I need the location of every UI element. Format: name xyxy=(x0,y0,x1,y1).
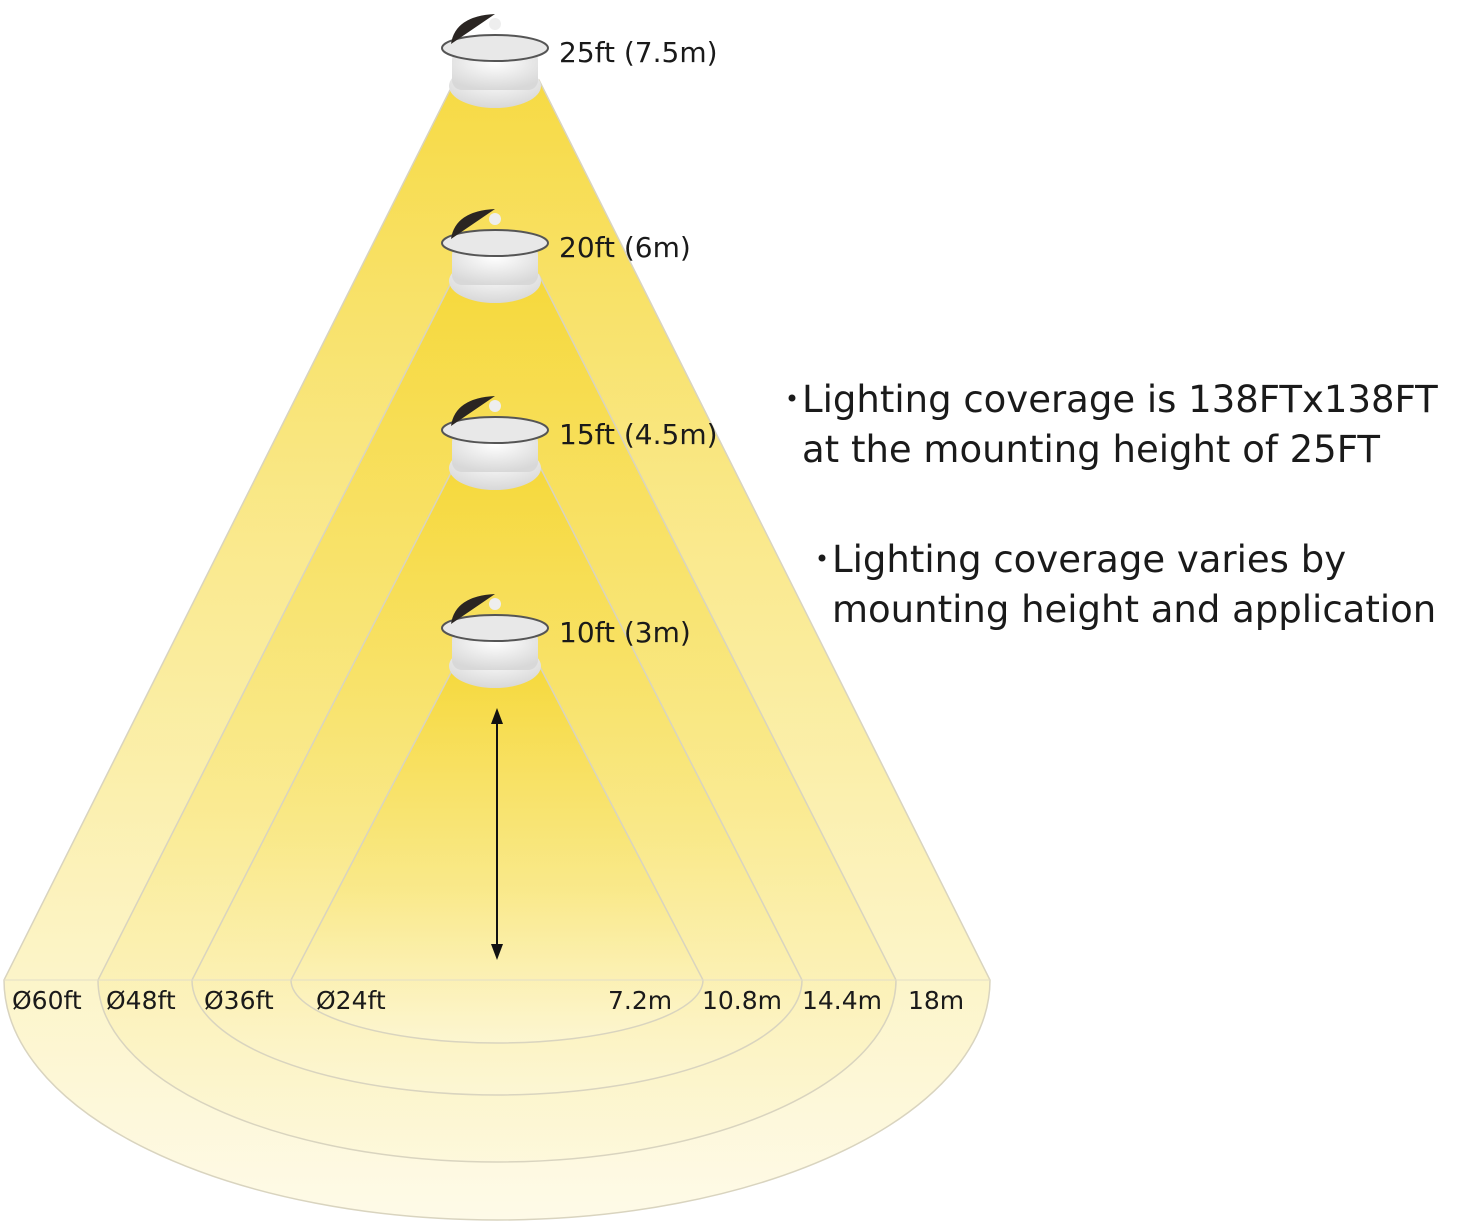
metric-label: 10.8m xyxy=(702,986,782,1015)
lamp-cap xyxy=(451,396,495,426)
lamp-cap xyxy=(451,14,495,44)
diameter-label: Ø24ft xyxy=(316,986,386,1015)
height-label: 10ft (3m) xyxy=(559,616,691,649)
lamp-ring xyxy=(441,34,549,62)
labels: 25ft (7.5m) 20ft (6m) 15ft (4.5m) 10ft (3m)… xyxy=(12,36,964,1015)
lamp-sensor xyxy=(489,213,501,225)
lamps xyxy=(441,14,549,688)
bullet xyxy=(818,554,826,562)
note-line: at the mounting height of 25FT xyxy=(802,428,1380,471)
diameter-label: Ø60ft xyxy=(12,986,82,1015)
lamp-ring xyxy=(441,416,549,444)
note-line: mounting height and application xyxy=(832,588,1436,631)
lamp-sensor xyxy=(489,18,501,30)
height-label: 20ft (6m) xyxy=(559,231,691,264)
lamp-sensor xyxy=(489,400,501,412)
metric-label: 14.4m xyxy=(802,986,882,1015)
notes: Lighting coverage is 138FTx138FT at the m… xyxy=(788,378,1438,631)
metric-label: 18m xyxy=(908,986,964,1015)
lamp-ring xyxy=(441,229,549,257)
height-arrow xyxy=(491,708,503,960)
lamp-cap xyxy=(451,594,495,624)
diameter-label: Ø36ft xyxy=(204,986,274,1015)
note-line: Lighting coverage varies by xyxy=(832,538,1346,581)
lamp-sensor xyxy=(489,598,501,610)
height-label: 25ft (7.5m) xyxy=(559,36,718,69)
height-label: 15ft (4.5m) xyxy=(559,418,718,451)
lamp-cap xyxy=(451,209,495,239)
bullet xyxy=(788,394,796,402)
metric-label: 7.2m xyxy=(608,986,672,1015)
lamp-ring xyxy=(441,614,549,642)
note-line: Lighting coverage is 138FTx138FT xyxy=(802,378,1438,421)
diameter-label: Ø48ft xyxy=(106,986,176,1015)
